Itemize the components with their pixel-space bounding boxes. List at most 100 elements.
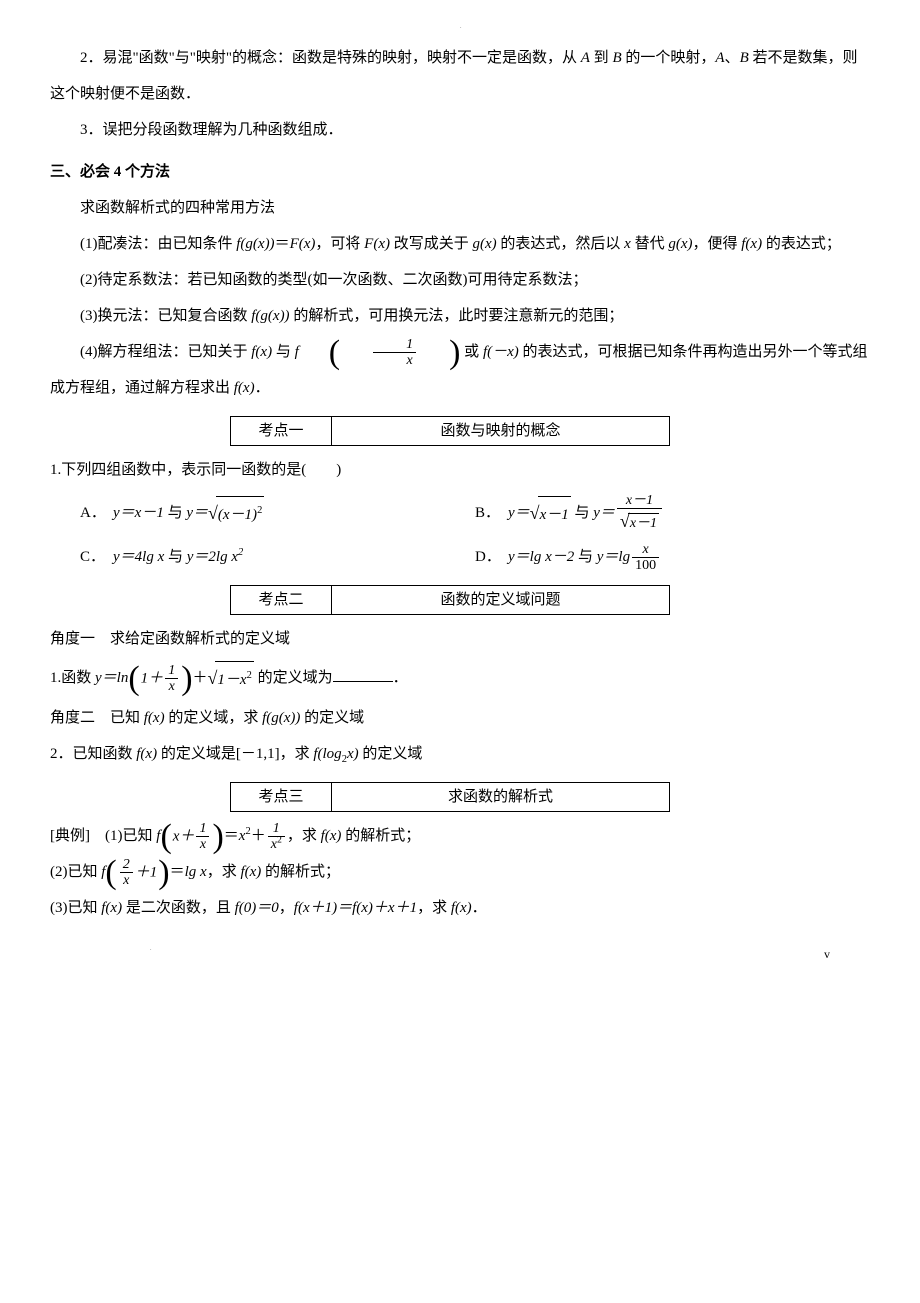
ex1c: 的解析式； bbox=[341, 828, 420, 844]
ex3c: ， bbox=[279, 900, 294, 916]
method-3: (3)换元法：已知复合函数 f(g(x)) 的解析式，可用换元法，此时要注意新元… bbox=[50, 298, 870, 334]
m1d: 的表达式，然后以 bbox=[497, 236, 625, 252]
q3b: 的定义域是[－1,1]，求 bbox=[157, 746, 313, 762]
m4b: 与 bbox=[272, 344, 295, 360]
q3-xr: x) bbox=[347, 746, 359, 762]
cA-e1: y＝x－1 bbox=[113, 505, 164, 521]
example-2: (2)已知 f(2x＋1)＝lg x，求 f(x) 的解析式； bbox=[50, 854, 870, 890]
cC-label: C． bbox=[80, 539, 113, 575]
cB-rad1: x－1 bbox=[538, 496, 571, 533]
ex2-fx: f(x) bbox=[240, 864, 261, 880]
para-3: 3．误把分段函数理解为几种函数组成． bbox=[50, 112, 870, 148]
section-3-head: 三、必会 4 个方法 bbox=[50, 154, 870, 190]
cC-t: 与 bbox=[164, 549, 187, 565]
cB-frac: x－1x－1 bbox=[617, 493, 662, 535]
ex2-eq: ＝ bbox=[170, 864, 185, 880]
p2-text: 2．易混"函数"与"映射"的概念：函数是特殊的映射，映射不一定是函数，从 bbox=[80, 50, 581, 66]
method-4: (4)解方程组法：已知关于 f(x) 与 f(1x) 或 f(－x) 的表达式，… bbox=[50, 334, 870, 406]
sym-B2: B bbox=[740, 50, 749, 66]
q3a: 2．已知函数 bbox=[50, 746, 136, 762]
choice-row-1: A．y＝x－1 与 y＝(x－1)2 B．y＝x－1 与 y＝x－1x－1 bbox=[50, 492, 870, 535]
example-3: (3)已知 f(x) 是二次函数，且 f(0)＝0，f(x＋1)＝f(x)＋x＋… bbox=[50, 890, 870, 926]
m3-fgx: f(g(x)) bbox=[251, 308, 289, 324]
ex2b: ，求 bbox=[207, 864, 241, 880]
q3c: 的定义域 bbox=[359, 746, 423, 762]
ex3b: 是二次函数，且 bbox=[122, 900, 235, 916]
sec3-intro: 求函数解析式的四种常用方法 bbox=[50, 190, 870, 226]
m1b: ，可将 bbox=[315, 236, 364, 252]
topic2-left: 考点二 bbox=[230, 585, 331, 615]
m1-x: x bbox=[624, 236, 631, 252]
ang2c: 的定义域 bbox=[300, 710, 364, 726]
para-2: 2．易混"函数"与"映射"的概念：函数是特殊的映射，映射不一定是函数，从 A 到… bbox=[50, 40, 870, 112]
cD-e1: y＝lg x－2 bbox=[508, 549, 574, 565]
q2-1p: 1＋ bbox=[141, 670, 164, 686]
cD-label: D． bbox=[475, 539, 508, 575]
m1-gx2: g(x) bbox=[668, 236, 692, 252]
q2-rad: 1－x bbox=[217, 672, 246, 688]
cB-e1a: y＝ bbox=[508, 505, 530, 521]
cD-t: 与 bbox=[574, 549, 597, 565]
q2a: 1.函数 bbox=[50, 670, 95, 686]
m1c: 改写成关于 bbox=[390, 236, 473, 252]
ex2c: 的解析式； bbox=[261, 864, 340, 880]
ex1-num: 1 bbox=[196, 821, 209, 837]
topic3-left: 考点三 bbox=[230, 782, 331, 812]
q2-plus: ＋ bbox=[193, 670, 208, 686]
ex1b: ，求 bbox=[287, 828, 321, 844]
ang2a: 角度二 已知 bbox=[50, 710, 144, 726]
ex2-paren: (2x＋1) bbox=[105, 856, 169, 890]
ang2-fx: f(x) bbox=[144, 710, 165, 726]
cB-num: x－1 bbox=[617, 493, 662, 509]
m4-den: x bbox=[373, 353, 416, 368]
cC-e1: y＝4lg x bbox=[113, 549, 164, 565]
ex3-f0: f(0)＝0 bbox=[235, 900, 279, 916]
sym-A: A bbox=[581, 50, 590, 66]
m4a: (4)解方程组法：已知关于 bbox=[80, 344, 251, 360]
q3-flog: f(log bbox=[313, 746, 341, 762]
cC-e2: y＝2lg x bbox=[187, 549, 238, 565]
topic1-left: 考点一 bbox=[230, 416, 331, 446]
cC-sup: 2 bbox=[238, 547, 243, 558]
sym-A2: A bbox=[715, 50, 724, 66]
cA-t: 与 bbox=[164, 505, 187, 521]
m4c: 或 bbox=[460, 344, 483, 360]
method-1: (1)配凑法：由已知条件 f(g(x))＝F(x)，可将 F(x) 改写成关于 … bbox=[50, 226, 870, 262]
p2-ab: 到 bbox=[590, 50, 613, 66]
ex3-fx: f(x) bbox=[101, 900, 122, 916]
cD-frac: x100 bbox=[632, 542, 659, 574]
angle-2: 角度二 已知 f(x) 的定义域，求 f(g(x)) 的定义域 bbox=[50, 700, 870, 736]
ex2-den: x bbox=[120, 873, 133, 888]
cB-rad2: x－1 bbox=[628, 513, 659, 534]
m1f: ，便得 bbox=[693, 236, 742, 252]
m1a: (1)配凑法：由已知条件 bbox=[80, 236, 236, 252]
m4-fnegx: f(－x) bbox=[483, 344, 519, 360]
example-1: [典例] (1)已知 f(x＋1x)＝x2＋1x2，求 f(x) 的解析式； bbox=[50, 818, 870, 854]
cD-den: 100 bbox=[632, 558, 659, 573]
m4-fx2: f(x) bbox=[234, 380, 255, 396]
ex2-p1: ＋1 bbox=[135, 864, 158, 880]
ex2-num: 2 bbox=[120, 857, 133, 873]
m4-fx: f(x) bbox=[251, 344, 272, 360]
ex1-xp: x＋ bbox=[173, 828, 195, 844]
cB-t: 与 bbox=[571, 505, 594, 521]
q1: 1.下列四组函数中，表示同一函数的是( ) bbox=[50, 452, 870, 488]
q2-sup: 2 bbox=[247, 670, 252, 681]
ex1-plus: ＋ bbox=[251, 828, 266, 844]
ex1-den2sup: 2 bbox=[277, 835, 282, 846]
q2-paren: (1＋1x) bbox=[128, 662, 192, 696]
q2b: 的定义域为 bbox=[254, 670, 333, 686]
topic2-right: 函数的定义域问题 bbox=[331, 585, 670, 615]
ex1-den: x bbox=[196, 837, 209, 852]
m4e: ． bbox=[255, 380, 270, 396]
cB-y: y＝ bbox=[593, 505, 615, 521]
blank-line bbox=[333, 668, 393, 683]
sym-B: B bbox=[612, 50, 621, 66]
angle-1: 角度一 求给定函数解析式的定义域 bbox=[50, 621, 870, 657]
ex2a: (2)已知 bbox=[50, 864, 101, 880]
ex3a: (3)已知 bbox=[50, 900, 101, 916]
q3: 2．已知函数 f(x) 的定义域是[－1,1]，求 f(log2x) 的定义域 bbox=[50, 736, 870, 772]
m1-fgx: f(g(x)) bbox=[236, 236, 274, 252]
m4-num: 1 bbox=[373, 337, 416, 353]
ex2-lgx: lg x bbox=[185, 864, 207, 880]
